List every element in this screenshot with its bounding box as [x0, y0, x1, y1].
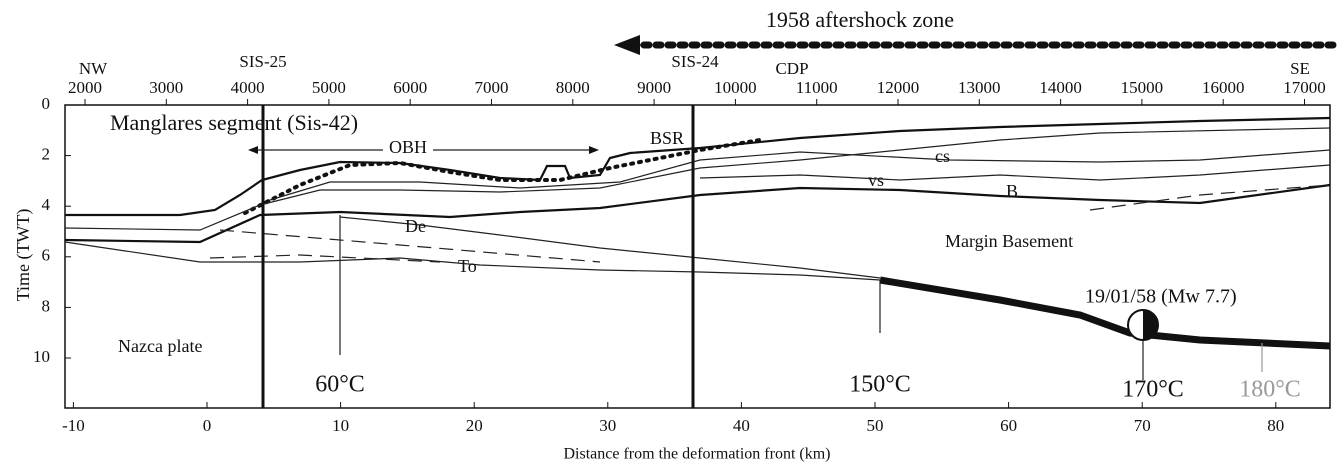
temperature: 150°C: [849, 372, 911, 398]
top-tick-label: 6000: [393, 78, 427, 97]
top-tick-label: 4000: [231, 78, 265, 97]
temperature: 170°C: [1122, 377, 1184, 403]
top-tick-label: 8000: [556, 78, 590, 97]
x-tick-label: 50: [867, 416, 884, 435]
de-label: De: [405, 216, 426, 236]
top-tick-label: 5000: [312, 78, 346, 97]
vs-label: vs: [868, 170, 884, 190]
top-tick-label: 16000: [1202, 78, 1245, 97]
x-tick-label: 60: [1000, 416, 1017, 435]
x-tick-label: 0: [203, 416, 212, 435]
profile-label: SIS-24: [671, 52, 719, 71]
b-label: B: [1006, 181, 1018, 201]
x-tick-label: 40: [733, 416, 750, 435]
nw-label: NW: [79, 59, 108, 78]
y-tick-label: 0: [42, 94, 51, 113]
top-tick-label: 2000: [68, 78, 102, 97]
cdp-label: CDP: [775, 59, 808, 78]
x-tick-label: 10: [332, 416, 349, 435]
obh-label: OBH: [389, 137, 427, 157]
label-bg: [383, 138, 433, 160]
title: 1958 aftershock zone: [766, 7, 954, 32]
top-tick-label: 17000: [1283, 78, 1326, 97]
top-tick-label: 14000: [1039, 78, 1082, 97]
top-tick-label: 11000: [796, 78, 838, 97]
nazca-label: Nazca plate: [118, 336, 202, 356]
segment-label: Manglares segment (Sis-42): [110, 110, 358, 135]
top-tick-label: 9000: [637, 78, 671, 97]
y-tick-label: 2: [42, 145, 51, 164]
x-tick-label: 30: [599, 416, 616, 435]
y-axis-title: Time (TWT): [13, 209, 34, 302]
top-tick-label: 7000: [475, 78, 509, 97]
x-axis-title: Distance from the deformation front (km): [563, 446, 830, 463]
top-tick-label: 15000: [1121, 78, 1164, 97]
se-label: SE: [1290, 59, 1310, 78]
bsr-label: BSR: [650, 128, 684, 148]
y-tick-label: 4: [42, 195, 51, 214]
to-label: To: [458, 256, 477, 276]
cs-label: cs: [935, 146, 950, 166]
geology: [64, 105, 1331, 408]
y-tick-label: 6: [42, 246, 51, 265]
aftershock-arrow: [614, 35, 1343, 55]
profile-label: SIS-25: [239, 52, 286, 71]
x-tick-label: -10: [62, 416, 85, 435]
top-tick-label: 3000: [149, 78, 183, 97]
x-tick-label: 70: [1134, 416, 1151, 435]
x-tick-label: 80: [1267, 416, 1284, 435]
temperature: 60°C: [315, 372, 365, 398]
margin-label: Margin Basement: [945, 231, 1073, 251]
top-tick-label: 10000: [714, 78, 757, 97]
top-tick-label: 13000: [958, 78, 1001, 97]
y-tick-label: 8: [42, 296, 51, 315]
earthquake-label: 19/01/58 (Mw 7.7): [1085, 286, 1237, 308]
top-tick-label: 12000: [877, 78, 920, 97]
temperature: 180°C: [1239, 377, 1301, 403]
y-tick-label: 10: [33, 347, 50, 366]
x-tick-label: 20: [466, 416, 483, 435]
